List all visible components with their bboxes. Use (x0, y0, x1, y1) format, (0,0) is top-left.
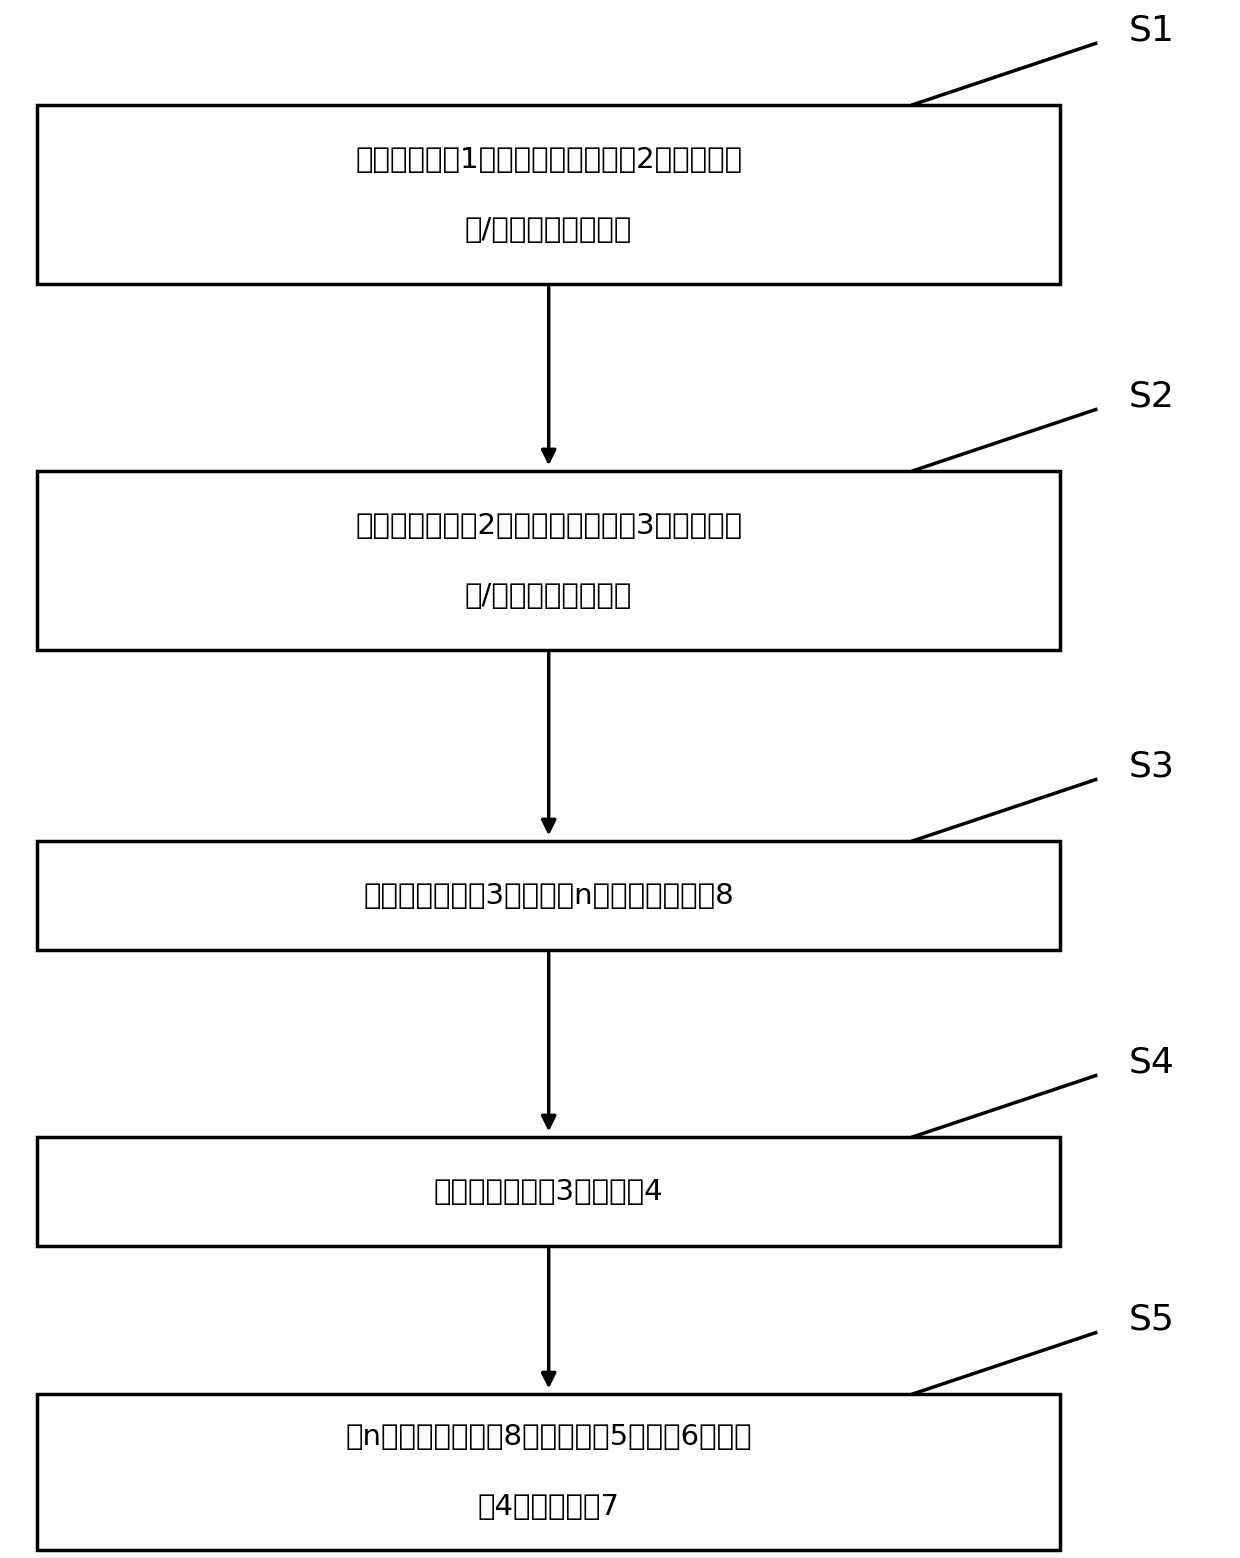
Bar (37, 471, 1060, 651)
Text: S5: S5 (1128, 1302, 1174, 1337)
Bar (37, 841, 1060, 950)
Bar (37, 1394, 1060, 1550)
Bar (37, 1137, 1060, 1246)
Text: 在氮化铝外延层3两侧生长n型掺杂的氧化镓8: 在氮化铝外延层3两侧生长n型掺杂的氧化镓8 (363, 882, 734, 910)
Text: 层4上制备栅极7: 层4上制备栅极7 (477, 1494, 620, 1521)
Text: 在氮化铝外延层3制备帽层4: 在氮化铝外延层3制备帽层4 (434, 1178, 663, 1206)
Text: S4: S4 (1128, 1045, 1174, 1080)
Text: 在氧化镓外延层2生长氮化铝外延层3，形成氮化: 在氧化镓外延层2生长氮化铝外延层3，形成氮化 (355, 513, 743, 539)
Text: S2: S2 (1128, 380, 1174, 413)
Text: 铝/氧化镓异质结界面: 铝/氧化镓异质结界面 (465, 583, 632, 609)
Text: 在氮化镓衬底1上生长氧化镓外延层2，形成氮化: 在氮化镓衬底1上生长氧化镓外延层2，形成氮化 (355, 146, 743, 173)
Bar (37, 106, 1060, 285)
Text: 镓/氧化镓异质结界面: 镓/氧化镓异质结界面 (465, 217, 632, 243)
Text: 在n型掺杂的氧化镓8上制备源极5及漏极6，在帽: 在n型掺杂的氧化镓8上制备源极5及漏极6，在帽 (346, 1424, 751, 1450)
Text: S3: S3 (1128, 749, 1174, 784)
Text: S1: S1 (1128, 14, 1174, 47)
